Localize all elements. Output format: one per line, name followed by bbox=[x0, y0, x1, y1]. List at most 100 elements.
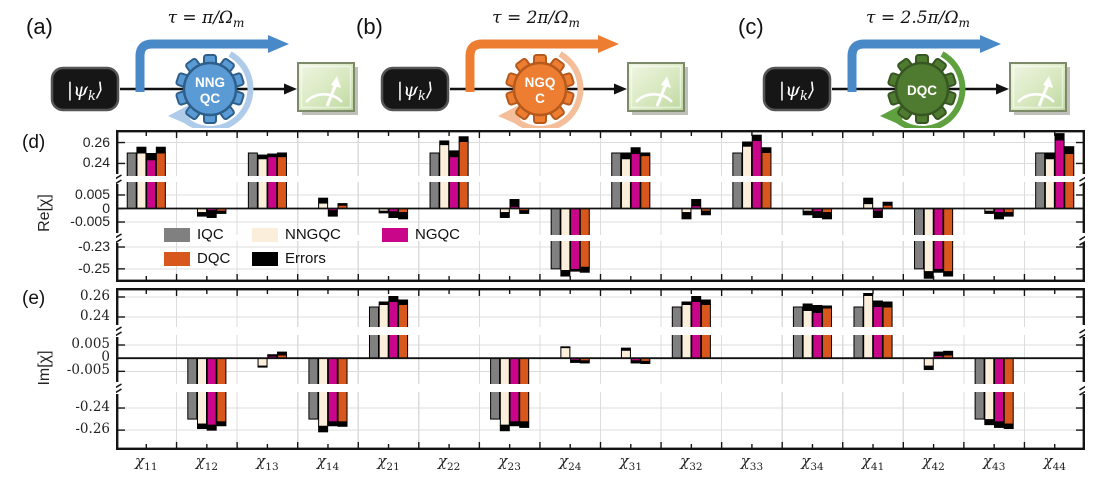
legend-label: IQC bbox=[197, 226, 224, 243]
wire-arrowhead-icon bbox=[614, 83, 627, 95]
plot-frame bbox=[116, 288, 1085, 450]
legend-swatch-NGQC bbox=[382, 227, 408, 242]
loop-arrowhead-icon bbox=[880, 105, 903, 126]
axis-break-slash bbox=[1079, 385, 1085, 391]
y-tick-label: -0.005 bbox=[70, 213, 110, 230]
axis-break-gap bbox=[116, 325, 121, 337]
gear-label: NNG bbox=[195, 75, 225, 90]
panel-label-e: (e) bbox=[22, 288, 46, 309]
y-tick-label: 0.24 bbox=[82, 154, 110, 171]
gear-label: DQC bbox=[907, 83, 937, 98]
legend-item-Errors: Errors bbox=[252, 250, 382, 267]
ket-state-label: |ψk⟩ bbox=[779, 79, 816, 104]
axis-break-slash bbox=[116, 238, 122, 244]
tau-arrowhead-icon bbox=[980, 35, 1001, 53]
legend-swatch-DQC bbox=[164, 251, 190, 266]
series-NNGQC-errors bbox=[196, 293, 995, 433]
x-tick-label: χ41 bbox=[861, 452, 885, 473]
loop-arrow-icon bbox=[509, 51, 584, 132]
axis-break-gap bbox=[116, 382, 121, 394]
circuit-panel-a: (a) τ = π/Ωm NNG QC |ψk⟩ bbox=[0, 0, 380, 132]
meter-icon bbox=[297, 62, 358, 115]
axis-break-band bbox=[118, 384, 1083, 392]
legend-swatch-IQC bbox=[164, 227, 190, 242]
legend-label: NNGQC bbox=[285, 226, 341, 243]
circuit-svg-a: (a) τ = π/Ωm NNGQC |ψk⟩ bbox=[26, 8, 358, 132]
tau-arrowhead-icon bbox=[598, 35, 619, 53]
gear-icon: NNGQC bbox=[175, 54, 245, 124]
x-tick-label: χ34 bbox=[801, 452, 824, 473]
axis-break-slash bbox=[116, 233, 122, 239]
y-tick-label: -0.24 bbox=[75, 399, 110, 416]
gear-label: QC bbox=[200, 91, 221, 106]
gear-icon: DQC bbox=[887, 54, 957, 124]
axis-break-slash bbox=[116, 383, 122, 389]
axis-break-slash bbox=[116, 179, 122, 185]
x-tick-label: χ22 bbox=[437, 452, 461, 473]
x-tick-label: χ43 bbox=[982, 452, 1006, 473]
legend-item-NNGQC: NNGQC bbox=[252, 226, 382, 243]
tau-bent-arrow-icon bbox=[465, 39, 598, 92]
axis-break-slash bbox=[1079, 328, 1085, 334]
y-tick-label: 0.005 bbox=[74, 185, 110, 202]
axis-break-gap bbox=[116, 174, 121, 184]
x-tick-label: χ33 bbox=[740, 452, 764, 473]
axis-break-slash bbox=[1079, 333, 1085, 339]
y-tick-label: -0.005 bbox=[66, 362, 110, 379]
ket-state-label: |ψk⟩ bbox=[397, 79, 434, 104]
circuit-letter: (a) bbox=[26, 14, 53, 39]
x-tick-label: χ42 bbox=[922, 452, 945, 473]
axis-break-slash bbox=[1079, 235, 1085, 241]
loop-arrow-icon bbox=[179, 51, 254, 132]
wire-arrowhead-icon bbox=[996, 83, 1009, 95]
chart-svg-(e) bbox=[116, 288, 1085, 450]
tau-bent-arrow-icon bbox=[847, 39, 980, 92]
chart-legend: IQC NNGQC NGQC DQC Errors bbox=[164, 226, 460, 267]
circuit-svg-b: (b) τ = 2π/Ωm NGQC |ψk⟩ bbox=[356, 8, 688, 132]
tau-arrowhead-icon bbox=[268, 35, 289, 53]
tick-marks bbox=[118, 290, 1083, 448]
loop-arrowhead-icon bbox=[168, 105, 191, 126]
legend-swatch-Errors bbox=[252, 251, 278, 266]
gear-icon: NGQC bbox=[505, 54, 575, 124]
series-NGQC-errors bbox=[206, 296, 1005, 431]
axis-break-slash bbox=[116, 331, 122, 337]
x-tick-label: χ44 bbox=[1043, 452, 1066, 473]
x-tick-label: χ21 bbox=[377, 452, 400, 473]
axis-break-slash bbox=[1079, 390, 1085, 396]
x-tick-label: χ11 bbox=[135, 452, 158, 473]
series-DQC-errors bbox=[216, 299, 1014, 430]
wire-arrowhead-icon bbox=[284, 83, 297, 95]
meter-icon bbox=[1009, 62, 1070, 115]
meter-icon bbox=[627, 62, 688, 115]
axis-break-slash bbox=[116, 174, 122, 180]
series-DQC-errors bbox=[155, 136, 1075, 277]
gear-label: NGQ bbox=[525, 75, 556, 90]
axis-break-band bbox=[118, 176, 1083, 182]
x-tick-label: χ12 bbox=[195, 452, 219, 473]
y-tick-label: 0.005 bbox=[71, 336, 110, 352]
axis-break-band bbox=[118, 327, 1083, 335]
tau-label: τ = π/Ωm bbox=[168, 8, 245, 30]
ket-state-box bbox=[380, 66, 450, 112]
loop-arrow-icon bbox=[891, 51, 966, 132]
axis-break-slash bbox=[1079, 240, 1085, 246]
x-tick-label: χ32 bbox=[680, 452, 703, 473]
x-tick-label: χ31 bbox=[619, 452, 643, 473]
axis-break-band bbox=[118, 235, 1083, 241]
axis-break-slash bbox=[1079, 181, 1085, 187]
legend-label: DQC bbox=[197, 250, 231, 267]
panel-label-d: (d) bbox=[22, 132, 46, 153]
x-tick-label: χ13 bbox=[256, 452, 279, 473]
ket-state-label: |ψk⟩ bbox=[67, 79, 104, 104]
plot-frame bbox=[116, 130, 1085, 282]
tick-marks bbox=[118, 132, 1083, 280]
series-NGQC-errors bbox=[146, 133, 1065, 273]
y-tick-label: 0.26 bbox=[82, 133, 110, 150]
legend-item-NGQC: NGQC bbox=[382, 226, 460, 243]
circuit-svg-c: (c) τ = 2.5π/Ωm DQC |ψk⟩ bbox=[738, 8, 1070, 132]
legend-label: Errors bbox=[285, 250, 326, 267]
legend-label: NGQC bbox=[415, 226, 460, 243]
ket-state-box bbox=[50, 66, 120, 112]
